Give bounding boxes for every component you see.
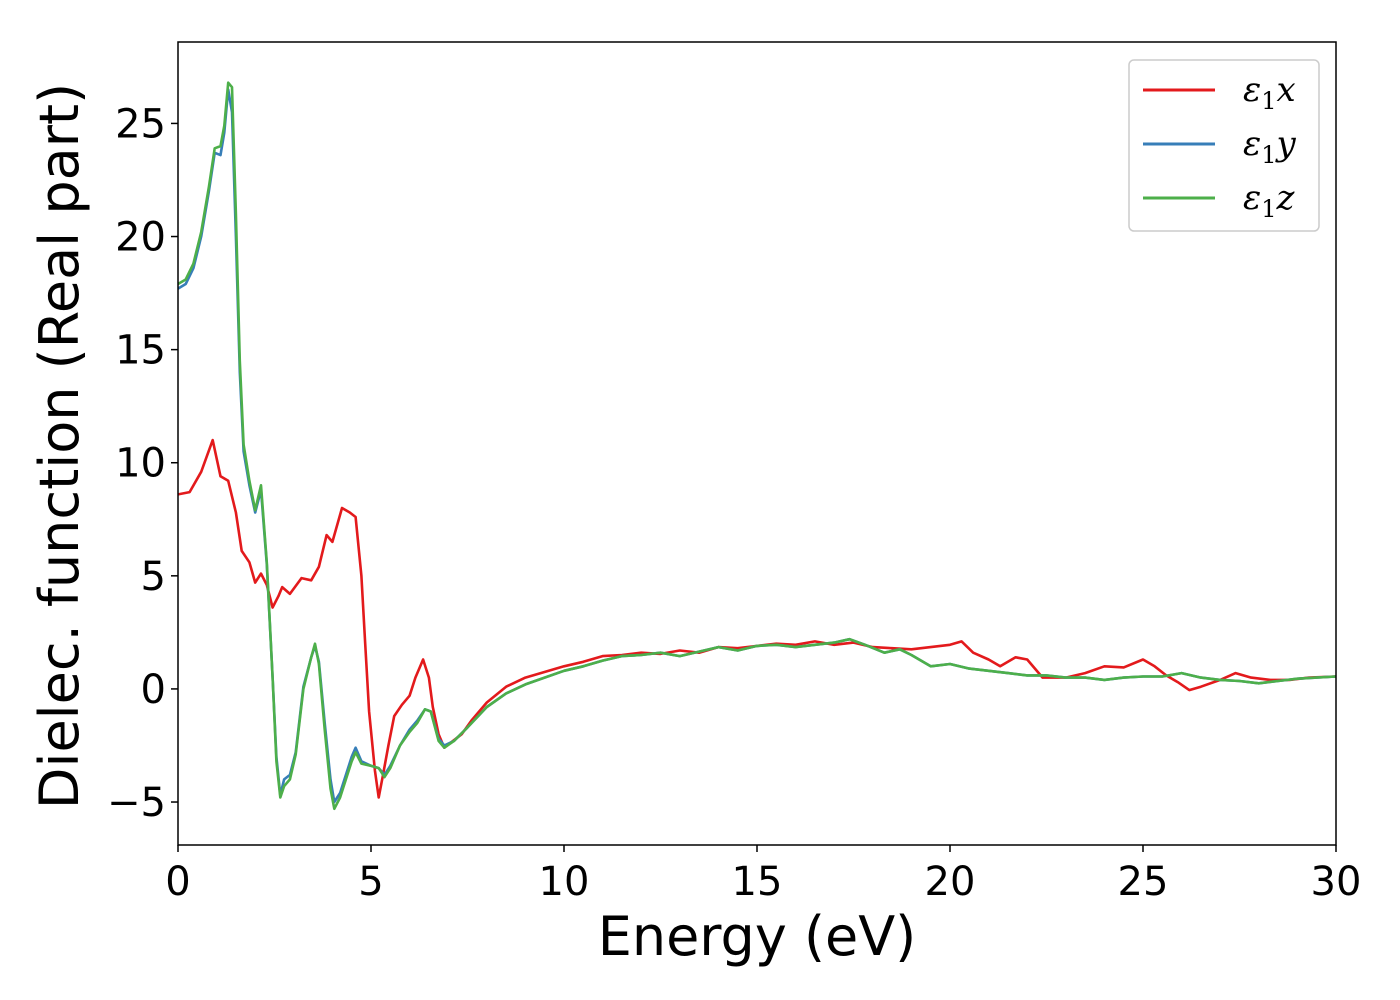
legend: ε1x ε1y ε1z [1128,59,1320,232]
x-axis-label: Energy (eV) [598,905,917,968]
x-tick-label: 25 [1118,859,1169,905]
y-axis-label: Dielec. function (Real part) [28,83,91,809]
legend-box [1128,59,1320,232]
x-tick-label: 5 [358,859,383,905]
x-axis: 0 5 10 15 20 25 30 [165,845,1361,905]
y-tick-label: 25 [115,101,166,147]
legend-label-x: ε1x [1243,70,1296,115]
series-line-z [178,81,1336,811]
x-tick-label: 30 [1311,859,1362,905]
series-layer [178,81,1336,811]
y-tick-label: 10 [115,441,166,487]
x-tick-label: 0 [165,859,190,905]
y-tick-label: 0 [141,667,166,713]
y-tick-label: 15 [115,328,166,374]
y-tick-label: 20 [115,215,166,261]
y-axis: −5 0 5 10 15 20 25 [107,101,178,826]
y-tick-label: −5 [107,780,166,826]
series-line-x [178,438,1336,799]
legend-label-y: ε1y [1243,124,1297,169]
x-tick-label: 15 [732,859,783,905]
x-tick-label: 20 [925,859,976,905]
legend-label-z: ε1z [1243,178,1296,223]
y-tick-label: 5 [141,554,166,600]
x-tick-label: 10 [539,859,590,905]
